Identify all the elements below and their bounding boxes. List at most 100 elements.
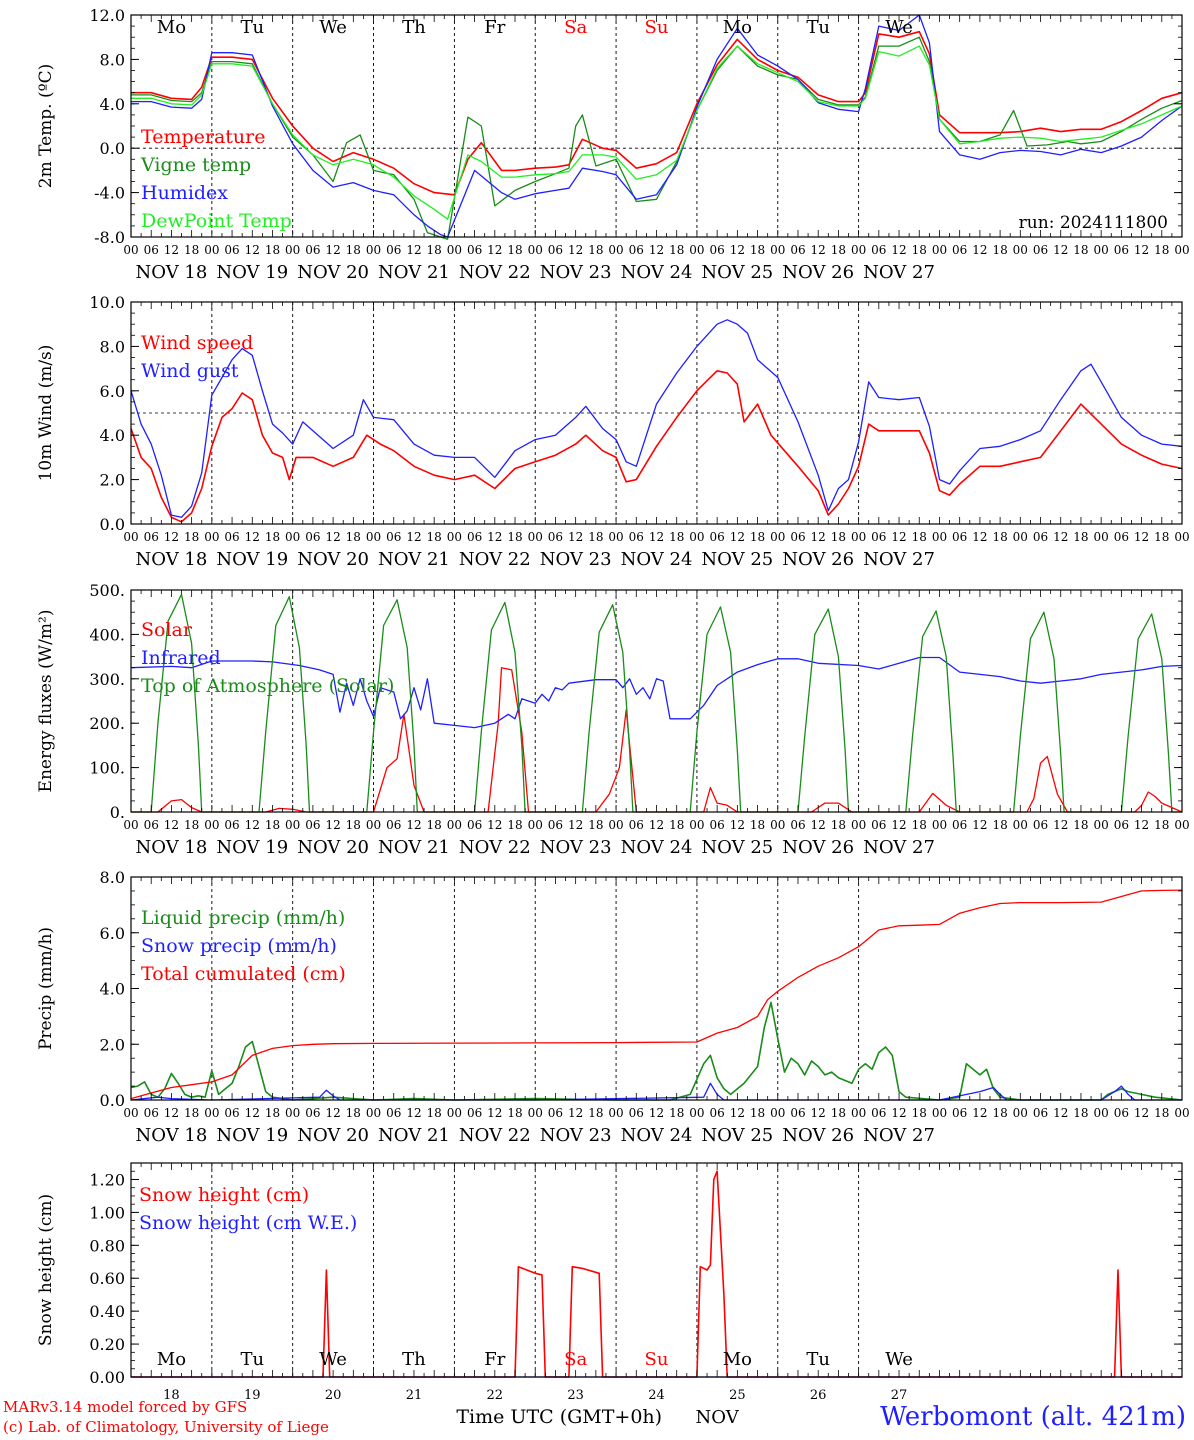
hour-tick-label: 00 xyxy=(770,818,785,832)
hour-tick-label: 00 xyxy=(366,1106,381,1120)
date-label: NOV 18 xyxy=(136,1125,208,1146)
hour-tick-label: 06 xyxy=(629,818,644,832)
hour-tick-label: 12 xyxy=(1053,818,1068,832)
panel-5: 1.20 1.00 0.80 0.60 0.40 0.20 0.00 Snow height … xyxy=(36,1162,1183,1428)
y-tick-label: 2.0 xyxy=(100,471,125,490)
hour-tick-label: 18 xyxy=(346,1106,361,1120)
hour-tick-label: 06 xyxy=(305,818,320,832)
weekday-label: Tu xyxy=(806,1349,830,1370)
hour-tick-label: 06 xyxy=(467,243,482,257)
legend-entry: Vigne temp xyxy=(140,154,251,176)
series-line xyxy=(131,36,1183,240)
y-tick-label: 400. xyxy=(89,625,125,644)
date-label: NOV 22 xyxy=(459,549,531,570)
hour-tick-label: 00 xyxy=(689,243,704,257)
weekday-label: We xyxy=(885,17,913,38)
hour-tick-label: 06 xyxy=(548,243,563,257)
hour-tick-label: 06 xyxy=(1033,530,1048,544)
hour-tick-label: 00 xyxy=(123,818,138,832)
legend-entry: Wind speed xyxy=(141,332,253,354)
date-label: NOV 22 xyxy=(459,837,531,858)
hour-tick-label: 18 xyxy=(1073,1106,1088,1120)
series-line xyxy=(130,656,1183,729)
hour-tick-label: 12 xyxy=(325,1106,340,1120)
series-line xyxy=(131,45,1183,220)
hour-tick-label: 06 xyxy=(1033,1106,1048,1120)
hour-tick-label: 12 xyxy=(730,818,745,832)
hour-tick-label: 18 xyxy=(831,243,846,257)
hour-tick-label: 00 xyxy=(123,1106,138,1120)
hour-tick-label: 12 xyxy=(487,1106,502,1120)
day-number-label: 24 xyxy=(648,1388,665,1403)
hour-tick-label: 06 xyxy=(952,243,967,257)
date-label: NOV 21 xyxy=(378,1125,450,1146)
hour-tick-label: 06 xyxy=(386,243,401,257)
y-tick-label: -8.0 xyxy=(94,228,125,247)
weekday-label: We xyxy=(319,17,347,38)
y-tick-label: 6.0 xyxy=(100,924,125,943)
hour-tick-label: 06 xyxy=(709,243,724,257)
hour-tick-label: 00 xyxy=(285,530,300,544)
hour-tick-label: 06 xyxy=(224,243,239,257)
weekday-label: We xyxy=(319,1349,347,1370)
hour-tick-label: 00 xyxy=(1094,818,1109,832)
panel-1: 12.0 8.0 4.0 0.0 -4.0 -8.0 2m Temp. (ºC) Temper… xyxy=(36,6,1190,283)
date-label: NOV 19 xyxy=(216,837,288,858)
hour-tick-label: 00 xyxy=(608,818,623,832)
hour-tick-label: 18 xyxy=(1154,243,1169,257)
weekday-label: Fr xyxy=(484,17,505,38)
hour-tick-label: 12 xyxy=(1053,530,1068,544)
y-tick-label: 1.20 xyxy=(89,1170,125,1189)
hour-tick-label: 18 xyxy=(992,818,1007,832)
hour-tick-label: 00 xyxy=(528,1106,543,1120)
date-label: NOV 25 xyxy=(701,837,773,858)
hour-tick-label: 18 xyxy=(992,1106,1007,1120)
hour-tick-label: 18 xyxy=(1073,243,1088,257)
hour-tick-label: 00 xyxy=(1094,243,1109,257)
hour-tick-label: 18 xyxy=(184,243,199,257)
day-number-label: 27 xyxy=(891,1388,908,1403)
y-tick-label: 12.0 xyxy=(89,6,125,25)
legend-entry: Infrared xyxy=(141,647,221,669)
weekday-label: Mo xyxy=(723,1349,752,1370)
hour-tick-label: 18 xyxy=(427,530,442,544)
hour-tick-label: 06 xyxy=(224,818,239,832)
time-axis-label: Time UTC (GMT+0h) xyxy=(456,1406,662,1428)
hour-tick-label: 00 xyxy=(366,818,381,832)
panel-4: 8.0 6.0 4.0 2.0 0.0 Precip (mm/h) Liquid preci… xyxy=(36,868,1190,1146)
y-axis-label: 10m Wind (m/s) xyxy=(36,345,56,482)
hour-tick-label: 18 xyxy=(992,243,1007,257)
panel-3: 500. 400. 300. 200. 100. 0. Energy fluxes (W/m… xyxy=(36,581,1190,858)
hour-tick-label: 00 xyxy=(1013,1106,1028,1120)
hour-tick-label: 18 xyxy=(346,818,361,832)
hour-tick-label: 12 xyxy=(730,530,745,544)
hour-tick-label: 06 xyxy=(1114,818,1129,832)
hour-tick-label: 12 xyxy=(164,818,179,832)
hour-tick-label: 00 xyxy=(932,818,947,832)
hour-tick-label: 06 xyxy=(790,1106,805,1120)
date-label: NOV 18 xyxy=(136,837,208,858)
legend-entry: Snow height (cm W.E.) xyxy=(139,1212,357,1234)
hour-tick-label: 00 xyxy=(770,1106,785,1120)
y-tick-label: 4.0 xyxy=(100,980,125,999)
y-tick-label: 8.0 xyxy=(100,337,125,356)
hour-tick-label: 00 xyxy=(285,243,300,257)
legend-entry: Wind gust xyxy=(141,360,239,382)
date-label: NOV 20 xyxy=(297,1125,369,1146)
legend-entry: Solar xyxy=(141,619,193,641)
hour-tick-label: 18 xyxy=(588,1106,603,1120)
y-tick-label: 6.0 xyxy=(100,382,125,401)
y-tick-label: 0.0 xyxy=(100,515,125,534)
hour-tick-label: 00 xyxy=(608,243,623,257)
hour-tick-label: 18 xyxy=(265,530,280,544)
hour-tick-label: 00 xyxy=(851,818,866,832)
hour-tick-label: 06 xyxy=(790,530,805,544)
weekday-label: Mo xyxy=(157,1349,186,1370)
hour-tick-label: 12 xyxy=(811,818,826,832)
y-tick-label: 0.20 xyxy=(89,1335,125,1354)
date-label: NOV 26 xyxy=(782,549,854,570)
date-label: NOV 19 xyxy=(216,549,288,570)
date-label: NOV 26 xyxy=(782,837,854,858)
hour-tick-label: 12 xyxy=(972,243,987,257)
